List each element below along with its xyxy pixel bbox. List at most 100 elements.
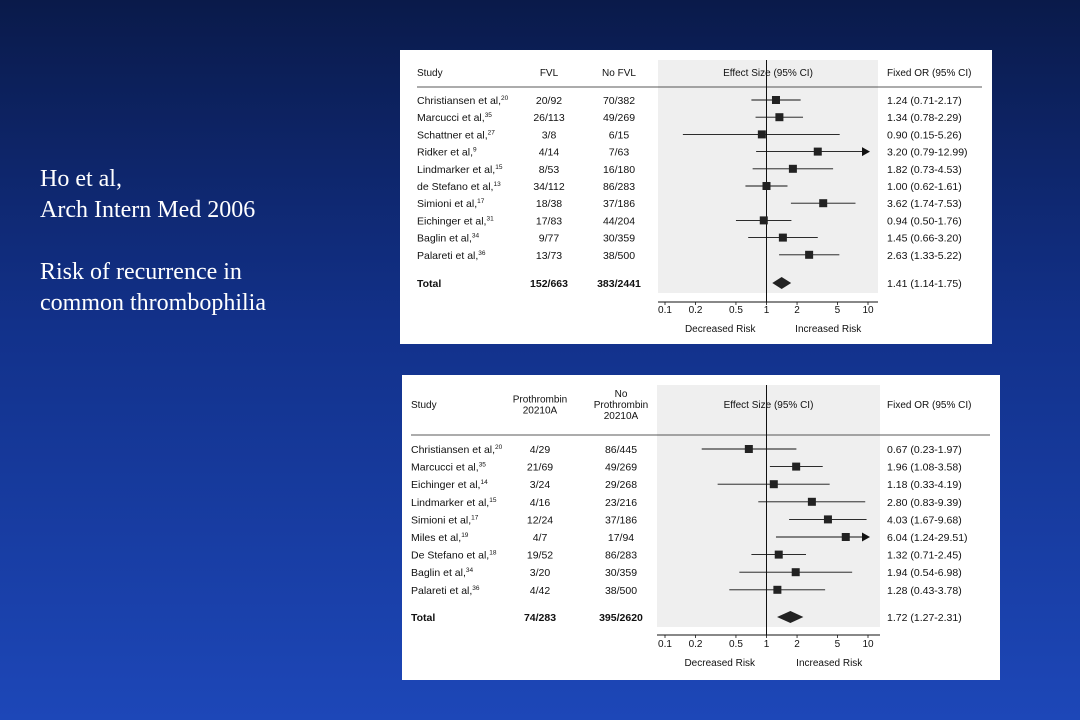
- study-name: Palareti et al,36: [411, 585, 480, 597]
- forest-plot-prothrombin: Study Prothrombin 20210A No Prothrombin 20210…: [402, 375, 1000, 680]
- study-name: Palareti et al,36: [417, 250, 486, 262]
- study-or-ci: 2.80 (0.83-9.39): [887, 497, 962, 509]
- total-group2-count: 383/2441: [597, 278, 641, 290]
- header-group1-line: FVL: [540, 68, 559, 79]
- forest-plot-fvl-svg: Study FVL No FVL Effect Size (95% CI) Fixed …: [417, 60, 982, 335]
- slide-caption: Ho et al, Arch Intern Med 2006 Risk of r…: [40, 164, 266, 319]
- x-tick-label: 0.2: [689, 639, 703, 650]
- header-group2-line: Prothrombin: [594, 400, 648, 411]
- study-group2-count: 38/500: [605, 585, 637, 597]
- total-or-ci: 1.41 (1.14-1.75): [887, 278, 962, 290]
- study-name: Christiansen et al,20: [411, 444, 503, 456]
- study-group1-count: 4/29: [530, 444, 551, 456]
- study-group2-count: 49/269: [603, 112, 635, 124]
- study-ref: 18: [489, 550, 497, 557]
- study-ref: 20: [501, 95, 509, 102]
- study-ref: 36: [478, 250, 486, 257]
- study-group2-count: 30/359: [603, 233, 635, 245]
- point-estimate: [759, 216, 768, 225]
- x-tick-label: 0.5: [729, 639, 743, 650]
- point-estimate: [769, 480, 778, 489]
- study-group2-count: 44/204: [603, 215, 635, 227]
- study-group2-count: 49/269: [605, 462, 637, 474]
- header-study: Study: [417, 68, 443, 79]
- study-or-ci: 1.24 (0.71-2.17): [887, 95, 962, 107]
- ci-arrow: [862, 532, 870, 542]
- total-group1-count: 74/283: [524, 612, 556, 624]
- x-label-decreased-risk: Decreased Risk: [684, 658, 756, 669]
- study-name: Ridker et al,9: [417, 147, 477, 159]
- point-estimate: [744, 445, 753, 453]
- study-or-ci: 0.94 (0.50-1.76): [887, 215, 962, 227]
- study-group1-count: 13/73: [536, 250, 562, 262]
- point-estimate: [792, 462, 801, 471]
- study-ref: 15: [495, 164, 503, 171]
- study-group2-count: 37/186: [603, 198, 635, 210]
- study-ref: 17: [477, 198, 485, 205]
- study-name: Baglin et al,34: [411, 567, 473, 579]
- point-estimate: [841, 533, 850, 541]
- study-group2-count: 30/359: [605, 567, 637, 579]
- study-group2-count: 38/500: [603, 250, 635, 262]
- study-ref: 19: [461, 532, 469, 539]
- forest-plot-fvl: Study FVL No FVL Effect Size (95% CI) Fixed …: [400, 50, 992, 344]
- study-group2-count: 7/63: [609, 147, 630, 159]
- study-group2-count: 86/283: [603, 181, 635, 193]
- point-estimate: [823, 515, 832, 524]
- total-group2-count: 395/2620: [599, 612, 643, 624]
- study-group1-count: 3/24: [530, 479, 551, 491]
- study-name: Baglin et al,34: [417, 233, 479, 245]
- study-name: Marcucci et al,35: [411, 462, 486, 474]
- x-tick-label: 10: [862, 639, 874, 650]
- header-group1-line: 20210A: [523, 406, 558, 417]
- total-label: Total: [411, 612, 435, 624]
- point-estimate: [757, 130, 766, 139]
- plot-shade: [657, 385, 880, 627]
- study-ref: 17: [471, 514, 479, 521]
- header-effect-size: Effect Size (95% CI): [724, 400, 814, 411]
- study-name: Eichinger et al,31: [417, 215, 494, 227]
- study-ref: 13: [493, 181, 501, 188]
- study-ref: 14: [480, 479, 488, 486]
- study-group2-count: 29/268: [605, 479, 637, 491]
- total-group1-count: 152/663: [530, 278, 568, 290]
- study-group1-count: 21/69: [527, 462, 553, 474]
- caption-topic-line1: Risk of recurrence in: [40, 259, 242, 285]
- point-estimate: [775, 113, 784, 122]
- study-name: Marcucci et al,35: [417, 112, 492, 124]
- study-group1-count: 12/24: [527, 514, 553, 526]
- study-group2-count: 16/180: [603, 164, 635, 176]
- x-label-decreased-risk: Decreased Risk: [685, 324, 757, 335]
- study-ref: 34: [466, 567, 474, 574]
- header-fixed-or: Fixed OR (95% CI): [887, 400, 971, 411]
- study-or-ci: 1.82 (0.73-4.53): [887, 164, 962, 176]
- point-estimate: [807, 497, 816, 506]
- study-or-ci: 1.32 (0.71-2.45): [887, 550, 962, 562]
- pooled-diamond: [772, 277, 792, 289]
- study-group2-count: 37/186: [605, 514, 637, 526]
- study-group2-count: 23/216: [605, 497, 637, 509]
- point-estimate: [791, 568, 800, 577]
- x-tick-label: 1: [764, 305, 770, 316]
- study-name: De Stefano et al,18: [411, 550, 497, 562]
- study-or-ci: 0.90 (0.15-5.26): [887, 129, 962, 141]
- ci-arrow: [862, 147, 870, 157]
- study-ref: 35: [485, 112, 493, 119]
- x-tick-label: 0.1: [658, 639, 672, 650]
- point-estimate: [762, 182, 771, 190]
- x-tick-label: 2: [794, 305, 800, 316]
- x-tick-label: 5: [835, 639, 841, 650]
- point-estimate: [774, 550, 783, 559]
- study-name: Eichinger et al,14: [411, 479, 488, 491]
- study-name: Lindmarker et al,15: [411, 497, 497, 509]
- study-name: Simioni et al,17: [411, 514, 479, 526]
- citation-authors: Ho et al,: [40, 166, 122, 192]
- study-group2-count: 86/283: [605, 550, 637, 562]
- study-group2-count: 6/15: [609, 129, 630, 141]
- study-or-ci: 3.62 (1.74-7.53): [887, 198, 962, 210]
- study-or-ci: 1.34 (0.78-2.29): [887, 112, 962, 124]
- header-fixed-or: Fixed OR (95% CI): [887, 68, 971, 79]
- study-group1-count: 26/113: [533, 112, 564, 124]
- study-group1-count: 3/20: [530, 567, 551, 579]
- point-estimate: [778, 233, 787, 242]
